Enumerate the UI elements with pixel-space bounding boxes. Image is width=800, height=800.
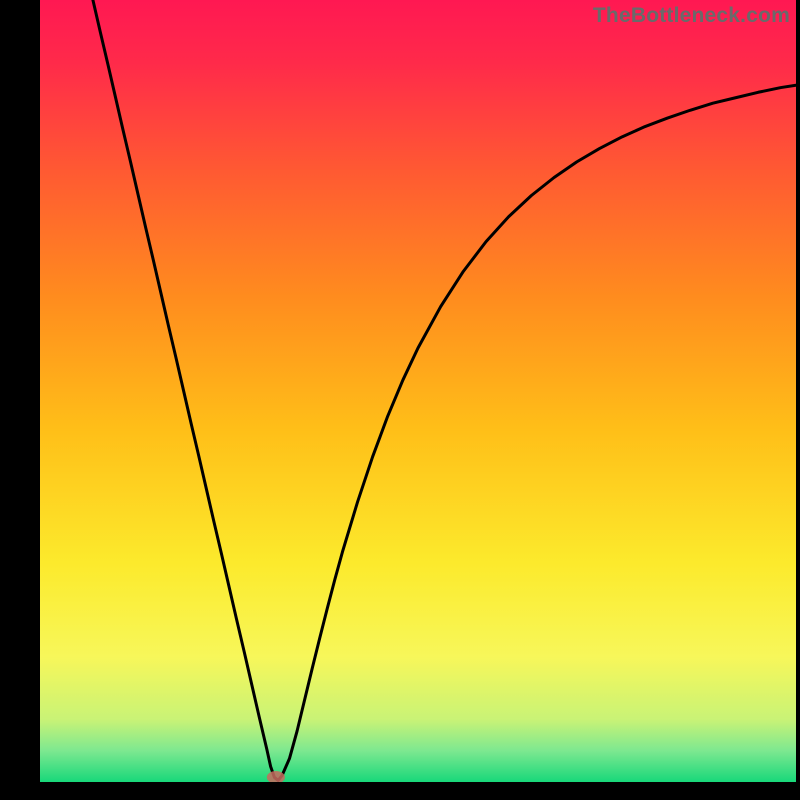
plot-background [40,0,796,782]
axis-border-right [796,0,800,800]
minimum-marker [267,771,285,784]
chart-root: TheBottleneck.com [0,0,800,800]
axis-border-bottom [0,782,800,800]
axis-border-left [0,0,40,800]
watermark-text: TheBottleneck.com [593,4,790,28]
chart-svg [0,0,800,800]
